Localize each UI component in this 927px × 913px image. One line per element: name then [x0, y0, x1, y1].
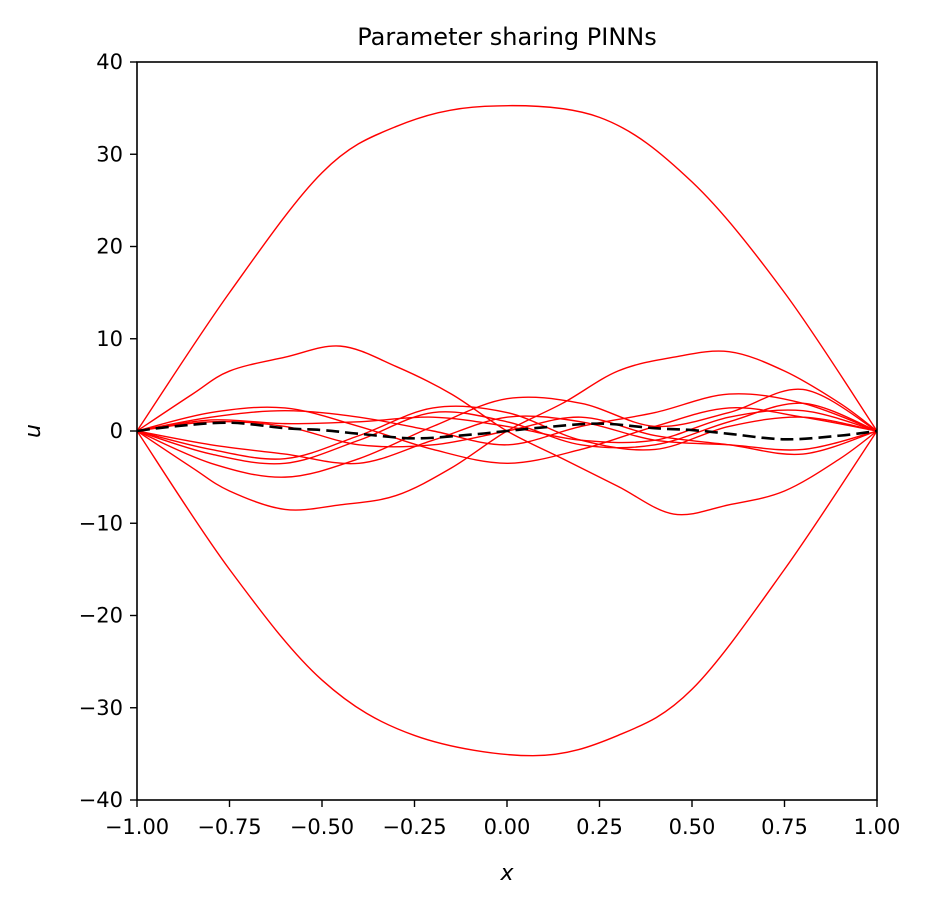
x-tick-label: −1.00: [105, 815, 169, 839]
prediction-line-1: [136, 104, 878, 432]
x-tick-label: 0.75: [761, 815, 808, 839]
y-tick-label: 0: [110, 419, 123, 443]
x-axis-label: x: [499, 861, 514, 886]
x-tick-label: 0.50: [669, 815, 716, 839]
y-tick-label: −10: [79, 511, 123, 535]
prediction-line-6: [136, 406, 878, 464]
prediction-line-12: [136, 409, 878, 444]
x-axis: −1.00 −0.75 −0.50 −0.25 0.00 0.25 0.50 0.75 1.00: [105, 800, 901, 839]
y-tick-label: −40: [79, 788, 123, 812]
y-tick-label: −20: [79, 604, 123, 628]
prediction-line-9: [136, 415, 878, 465]
y-tick-label: 10: [96, 327, 123, 351]
y-tick-label: −30: [79, 696, 123, 720]
x-tick-label: −0.75: [197, 815, 261, 839]
y-tick-label: 30: [96, 142, 123, 166]
x-tick-label: −0.50: [290, 815, 354, 839]
reference-layer: [136, 421, 878, 441]
x-tick-label: 0.25: [576, 815, 623, 839]
y-tick-label: 40: [96, 50, 123, 74]
y-axis: −40 −30 −20 −10 0 10 20 30 40: [79, 50, 137, 812]
series-layer: [136, 104, 878, 757]
reference-line: [136, 421, 878, 441]
prediction-line-8: [136, 393, 878, 446]
x-tick-label: 0.00: [484, 815, 531, 839]
prediction-line-11: [136, 405, 878, 460]
x-tick-label: −0.25: [382, 815, 446, 839]
prediction-line-7: [136, 402, 878, 465]
y-tick-label: 20: [96, 235, 123, 259]
y-axis-label: u: [21, 424, 46, 438]
chart-title: Parameter sharing PINNs: [357, 23, 656, 51]
prediction-line-2: [136, 430, 878, 757]
prediction-line-5: [136, 388, 878, 478]
x-tick-label: 1.00: [854, 815, 901, 839]
